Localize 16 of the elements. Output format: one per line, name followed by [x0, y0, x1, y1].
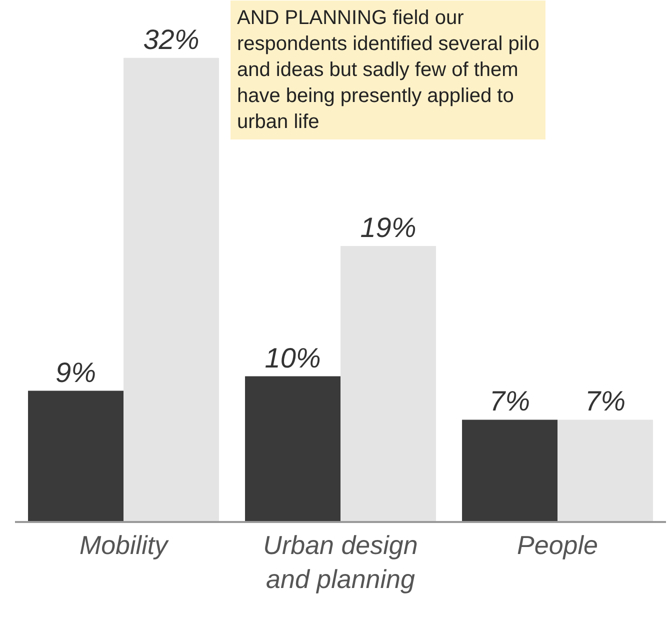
- bar: [462, 420, 558, 521]
- data-label: 10%: [264, 342, 321, 374]
- x-tick-label: People: [517, 530, 598, 560]
- bar: [558, 420, 653, 521]
- data-label: 9%: [56, 356, 96, 388]
- data-label: 19%: [360, 212, 416, 244]
- x-tick-label: Urban design and planning: [263, 530, 418, 594]
- annotation: AND PLANNING field our respondents identified several pilo and ideas but sadly few of them have being presently applied to urban life: [237, 7, 540, 133]
- bar: [124, 58, 219, 521]
- data-label: 7%: [585, 386, 626, 417]
- bar: [245, 376, 340, 521]
- bar: [340, 246, 436, 521]
- bar: [28, 390, 124, 521]
- data-label: 32%: [143, 24, 200, 55]
- data-label: 7%: [490, 386, 530, 417]
- x-tick-label: Mobility: [79, 530, 170, 560]
